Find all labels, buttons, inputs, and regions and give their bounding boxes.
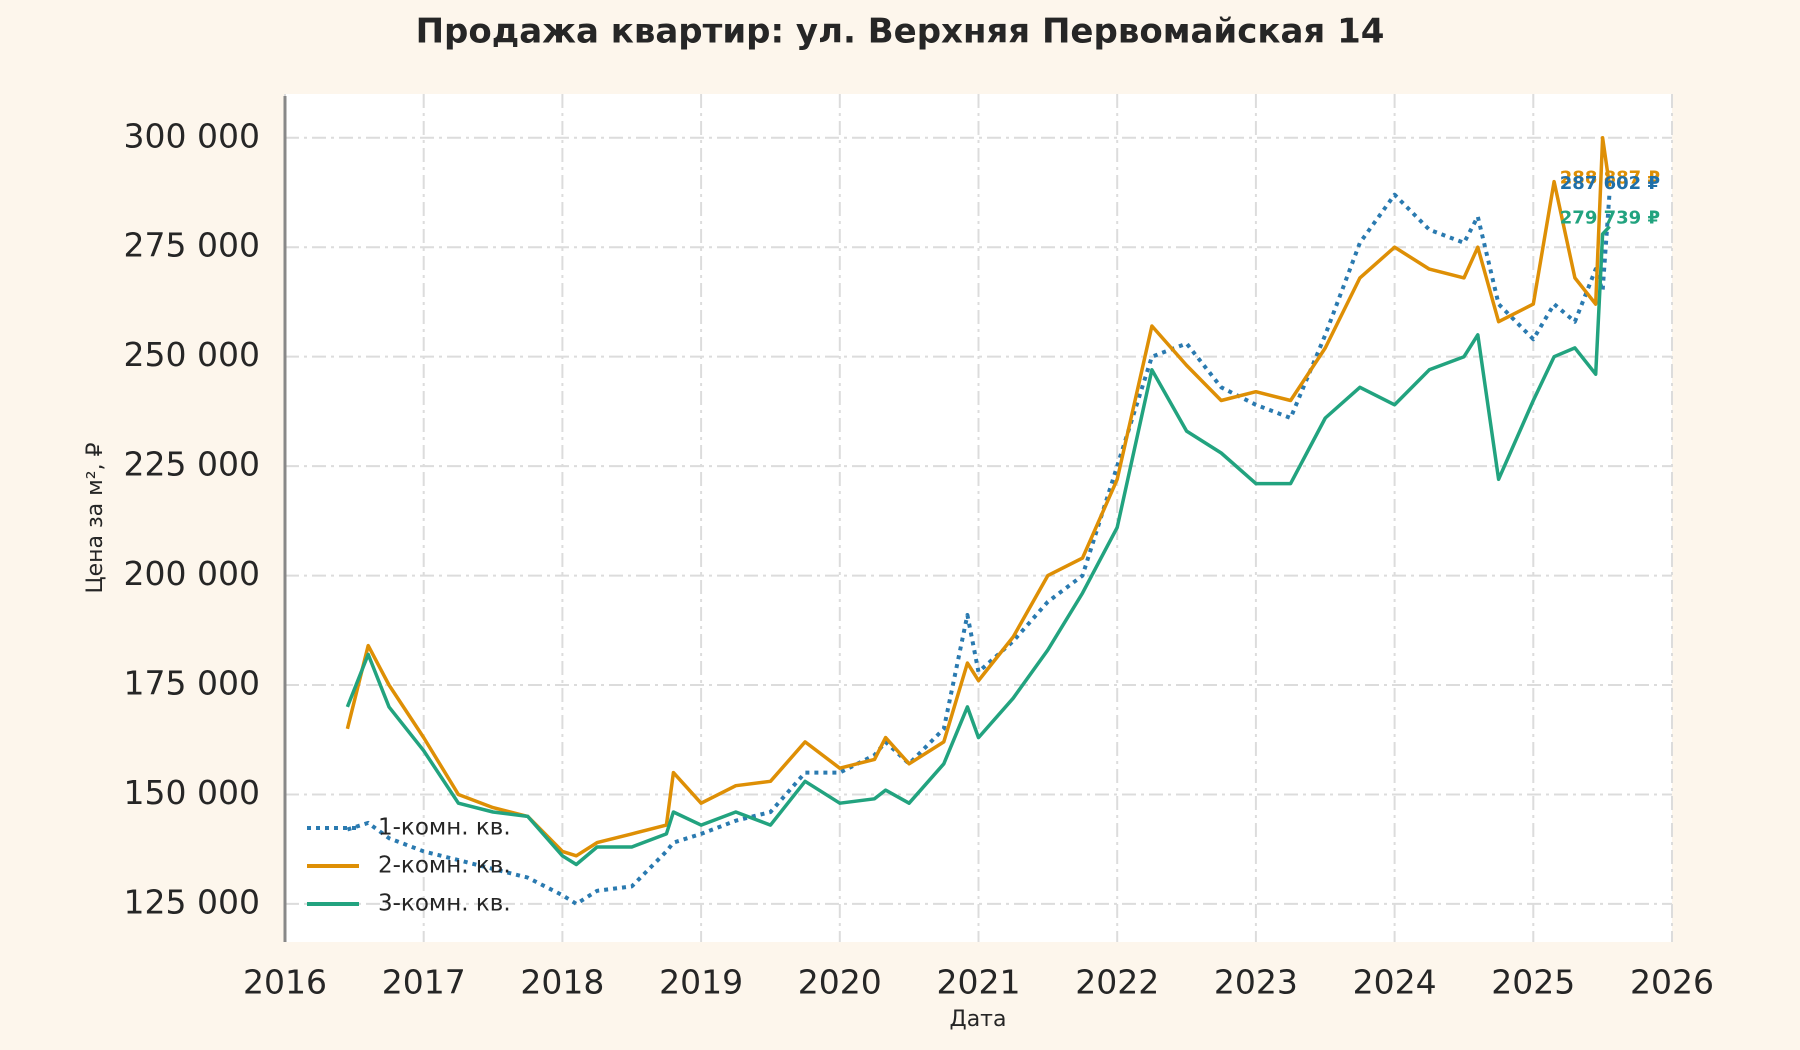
y-tick-label: 175 000 xyxy=(124,664,260,703)
series-line xyxy=(345,225,1611,867)
x-tick-label: 2020 xyxy=(798,963,882,1002)
y-tick-label: 250 000 xyxy=(124,335,260,374)
legend-label: 1-комн. кв. xyxy=(378,815,511,841)
legend-label: 2-комн. кв. xyxy=(378,853,511,879)
x-tick-label: 2017 xyxy=(382,963,466,1002)
x-tick-label: 2024 xyxy=(1353,963,1437,1002)
x-tick-label: 2019 xyxy=(659,963,743,1002)
y-tick-label: 150 000 xyxy=(124,773,260,812)
x-tick-label: 2016 xyxy=(243,963,327,1002)
end-label: 279 739 ₽ xyxy=(1560,207,1660,228)
x-tick-label: 2021 xyxy=(937,963,1021,1002)
x-tick-label: 2023 xyxy=(1214,963,1298,1002)
legend-label: 3-комн. кв. xyxy=(378,891,511,917)
series-line xyxy=(345,136,1612,858)
y-axis-label: Цена за м², ₽ xyxy=(83,442,108,593)
x-tick-label: 2026 xyxy=(1630,963,1714,1002)
chart-title: Продажа квартир: ул. Верхняя Первомайска… xyxy=(416,12,1385,52)
y-tick-label: 225 000 xyxy=(124,445,260,484)
x-tick-label: 2022 xyxy=(1075,963,1159,1002)
end-label: 288 887 ₽ xyxy=(1560,167,1660,188)
x-tick-label: 2018 xyxy=(520,963,604,1002)
y-tick-label: 125 000 xyxy=(124,882,260,921)
y-tick-label: 275 000 xyxy=(124,226,260,265)
end-label: 287 602 ₽ xyxy=(1560,173,1660,194)
y-tick-label: 300 000 xyxy=(124,116,260,155)
y-tick-label: 200 000 xyxy=(124,554,260,593)
x-axis-label: Дата xyxy=(950,1007,1007,1032)
lines xyxy=(345,136,1612,906)
series-line xyxy=(346,191,1612,906)
x-tick-label: 2025 xyxy=(1491,963,1575,1002)
